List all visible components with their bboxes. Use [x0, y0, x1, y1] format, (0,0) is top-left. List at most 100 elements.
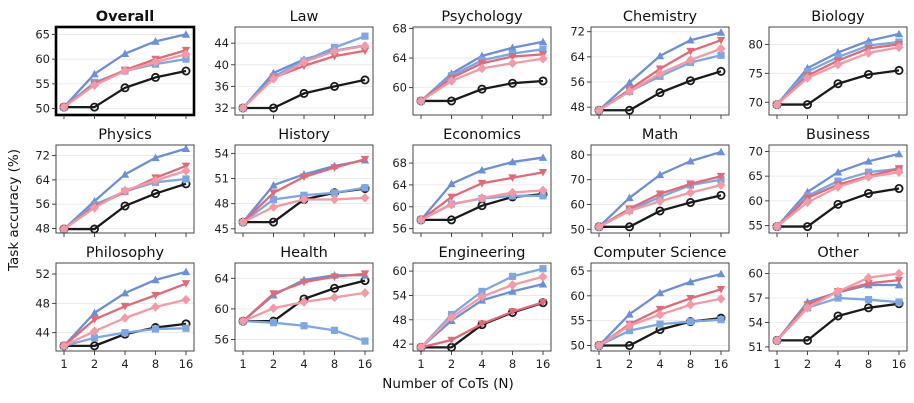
data-point-s2 [655, 288, 665, 297]
y-tick-label: 48 [570, 100, 585, 114]
data-point-s2 [625, 310, 634, 318]
subplot-chemistry: 48 56 64 72 Chemistry [570, 9, 730, 119]
y-tick-label: 51 [748, 340, 763, 354]
x-tick-label: 1 [239, 357, 246, 371]
data-point-s4 [508, 174, 517, 182]
data-point-s5 [299, 57, 309, 67]
subplot-title: Computer Science [594, 245, 727, 261]
subplot-title: History [278, 127, 330, 143]
data-point-s4 [538, 168, 548, 177]
data-point-s1 [864, 69, 874, 79]
data-point-s3 [539, 265, 547, 273]
data-point-s5 [772, 221, 782, 232]
data-point-s3 [361, 337, 369, 345]
data-point-s5 [329, 292, 340, 303]
data-point-s1 [625, 222, 635, 232]
data-point-s1 [716, 190, 726, 200]
data-point-s3 [361, 32, 369, 40]
subplot-title: Economics [443, 127, 521, 143]
data-point-s5 [894, 167, 904, 177]
data-point-s5 [268, 202, 279, 212]
data-point-s2 [716, 28, 726, 36]
y-tick-label: 68 [392, 156, 407, 170]
data-point-s2 [686, 156, 695, 165]
data-point-s5 [89, 203, 100, 213]
data-point-s3 [269, 319, 278, 327]
data-point-s5 [59, 224, 69, 234]
x-tick-label: 16 [179, 357, 194, 371]
data-point-s5 [416, 342, 426, 353]
data-point-s5 [655, 68, 665, 79]
data-point-s4 [360, 155, 370, 164]
y-tick-label: 70 [748, 95, 763, 109]
y-tick-label: 56 [214, 333, 229, 347]
y-tick-label: 36 [214, 79, 229, 93]
data-point-s4 [90, 316, 99, 324]
data-point-s5 [594, 340, 604, 351]
data-point-s5 [685, 299, 696, 310]
y-tick-label: 72 [570, 25, 585, 39]
data-point-s2 [90, 308, 99, 317]
y-tick-label: 65 [570, 264, 585, 278]
subplot-computer-science: 50 55 60 65 1 2 4 8 16 Computer Science [570, 245, 730, 371]
data-point-s3 [686, 318, 695, 326]
y-tick-label: 54 [748, 315, 763, 329]
data-point-s3 [717, 51, 725, 59]
data-point-s3 [539, 45, 547, 53]
data-point-s4 [269, 189, 278, 197]
data-point-s3 [300, 322, 308, 330]
data-point-s2 [120, 288, 130, 297]
data-point-s1 [538, 76, 548, 86]
y-tick-label: 64 [570, 50, 585, 64]
y-tick-label: 64 [392, 51, 407, 65]
data-point-s5 [59, 102, 69, 112]
y-tick-label: 45 [214, 222, 229, 236]
data-point-s5 [181, 294, 191, 305]
data-point-s4 [360, 270, 370, 278]
data-point-s1 [299, 88, 309, 98]
data-point-s5 [863, 172, 874, 182]
data-point-s5 [150, 175, 161, 186]
data-point-s2 [447, 179, 456, 188]
data-point-s3 [478, 287, 486, 295]
data-point-s5 [685, 187, 696, 198]
data-point-s5 [655, 309, 665, 320]
data-point-s2 [538, 37, 548, 46]
data-point-s5 [772, 335, 782, 346]
x-tick-label: 4 [300, 357, 307, 371]
data-point-s2 [477, 165, 487, 174]
data-point-s5 [360, 41, 370, 51]
subplot-psychology: 60 64 68 Psychology [392, 9, 552, 119]
y-tick-label: 48 [214, 197, 229, 211]
data-point-s1 [329, 283, 339, 293]
data-point-s1 [446, 215, 456, 225]
data-point-s1 [686, 198, 696, 208]
y-tick-label: 55 [35, 77, 50, 91]
data-point-s3 [539, 192, 547, 200]
data-point-s1 [894, 184, 904, 194]
data-point-s4 [330, 164, 339, 172]
y-tick-label: 55 [748, 219, 763, 233]
data-point-s1 [507, 78, 517, 88]
data-point-s5 [477, 291, 487, 302]
data-point-s5 [238, 217, 248, 227]
data-point-s2 [508, 287, 517, 295]
subplot-title: Law [290, 9, 319, 25]
data-point-s3 [717, 316, 725, 324]
data-point-s1 [655, 88, 665, 98]
data-point-s5 [863, 272, 874, 283]
data-point-s5 [329, 46, 340, 57]
x-tick-label: 16 [358, 357, 373, 371]
data-point-s1 [477, 84, 487, 94]
data-point-s3 [895, 298, 903, 306]
data-point-s4 [716, 285, 726, 294]
data-point-s3 [121, 329, 129, 337]
data-point-s4 [716, 36, 726, 45]
data-point-s2 [181, 30, 191, 38]
y-tick-label: 50 [35, 102, 50, 116]
data-point-s3 [834, 177, 842, 185]
data-point-s3 [361, 184, 369, 192]
data-point-s5 [538, 53, 548, 64]
series-line-s1 [64, 69, 187, 109]
y-tick-label: 56 [35, 197, 50, 211]
